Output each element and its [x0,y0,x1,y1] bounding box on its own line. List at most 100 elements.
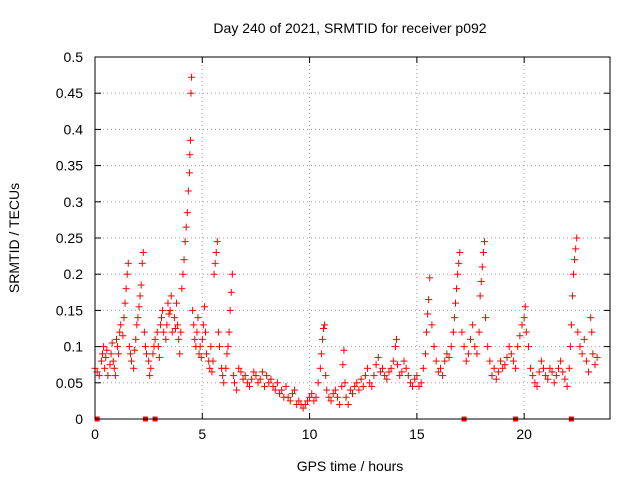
data-point [160,328,168,336]
data-point [112,335,120,343]
data-point [571,256,579,264]
data-point [424,310,432,318]
data-point [291,386,299,394]
data-point [163,321,171,329]
data-point [226,306,234,314]
data-point [167,292,175,300]
data-point [490,364,498,372]
data-point [193,328,201,336]
data-point [503,353,511,361]
data-point [265,379,273,387]
data-point [117,321,125,329]
data-point [453,285,461,293]
data-point [539,364,547,372]
data-point [428,321,436,329]
data-point [473,350,481,358]
data-point [166,306,174,314]
data-point [488,372,496,380]
data-point [206,364,214,372]
data-point [400,357,408,365]
data-point [323,386,331,394]
data-point [170,314,178,322]
data-point [120,314,128,322]
data-point [278,386,286,394]
data-point [396,372,404,380]
data-point [106,361,114,369]
data-point [509,357,517,365]
data-point [215,343,223,351]
data-point [353,379,361,387]
data-point [559,368,567,376]
data-point [537,357,545,365]
data-point [505,343,513,351]
data-point [126,350,134,358]
data-point [570,270,578,278]
data-point [321,321,329,329]
data-point [480,238,488,246]
data-point [250,368,258,376]
data-point [233,386,241,394]
data-point [196,343,204,351]
data-point [325,393,333,401]
data-point [211,259,219,267]
x-tick-label: 15 [409,426,425,442]
data-point [482,314,490,322]
data-point [314,379,322,387]
data-point [322,372,330,380]
data-point [267,375,275,383]
data-point [499,364,507,372]
data-point [158,314,166,322]
data-point [520,314,528,322]
data-point [527,364,535,372]
data-point [256,375,264,383]
data-point [370,372,378,380]
data-point [320,325,328,332]
data-point [447,343,455,351]
data-point [243,379,251,387]
y-tick-label: 0.4 [64,121,84,137]
data-point [102,353,110,361]
y-tick-label: 0.1 [64,339,84,355]
data-point [516,332,524,340]
y-tick-label: 0.05 [56,375,83,391]
data-point [176,350,184,358]
data-point [582,357,590,365]
data-point [552,372,560,380]
data-point [471,343,479,351]
data-point [210,270,218,278]
data-point [273,379,281,387]
data-point [153,328,161,336]
data-point [310,397,318,405]
data-point [133,321,141,329]
data-point [327,397,335,405]
data-point [331,386,339,394]
data-point [452,299,459,307]
data-point [381,372,389,380]
data-point [445,353,453,361]
data-point [336,401,344,409]
data-point [514,343,522,351]
data-point [224,343,232,351]
data-point [374,353,382,361]
data-point [107,350,115,358]
data-point [145,357,153,365]
data-point [200,303,208,311]
data-point [241,372,249,380]
data-point [235,364,243,372]
data-point [342,393,350,401]
data-point [574,328,582,336]
y-tick-label: 0.15 [56,302,83,318]
data-point [228,270,236,278]
data-point [162,335,170,343]
data-point [269,382,277,390]
data-point [368,382,376,390]
data-point [239,375,247,383]
data-point [187,89,195,97]
data-point [209,357,217,365]
data-point [432,357,440,365]
data-point [295,397,303,405]
data-point [110,364,118,372]
data-point [184,187,192,195]
chart-title: Day 240 of 2021, SRMTID for receiver p09… [213,20,486,36]
data-point [486,357,494,365]
